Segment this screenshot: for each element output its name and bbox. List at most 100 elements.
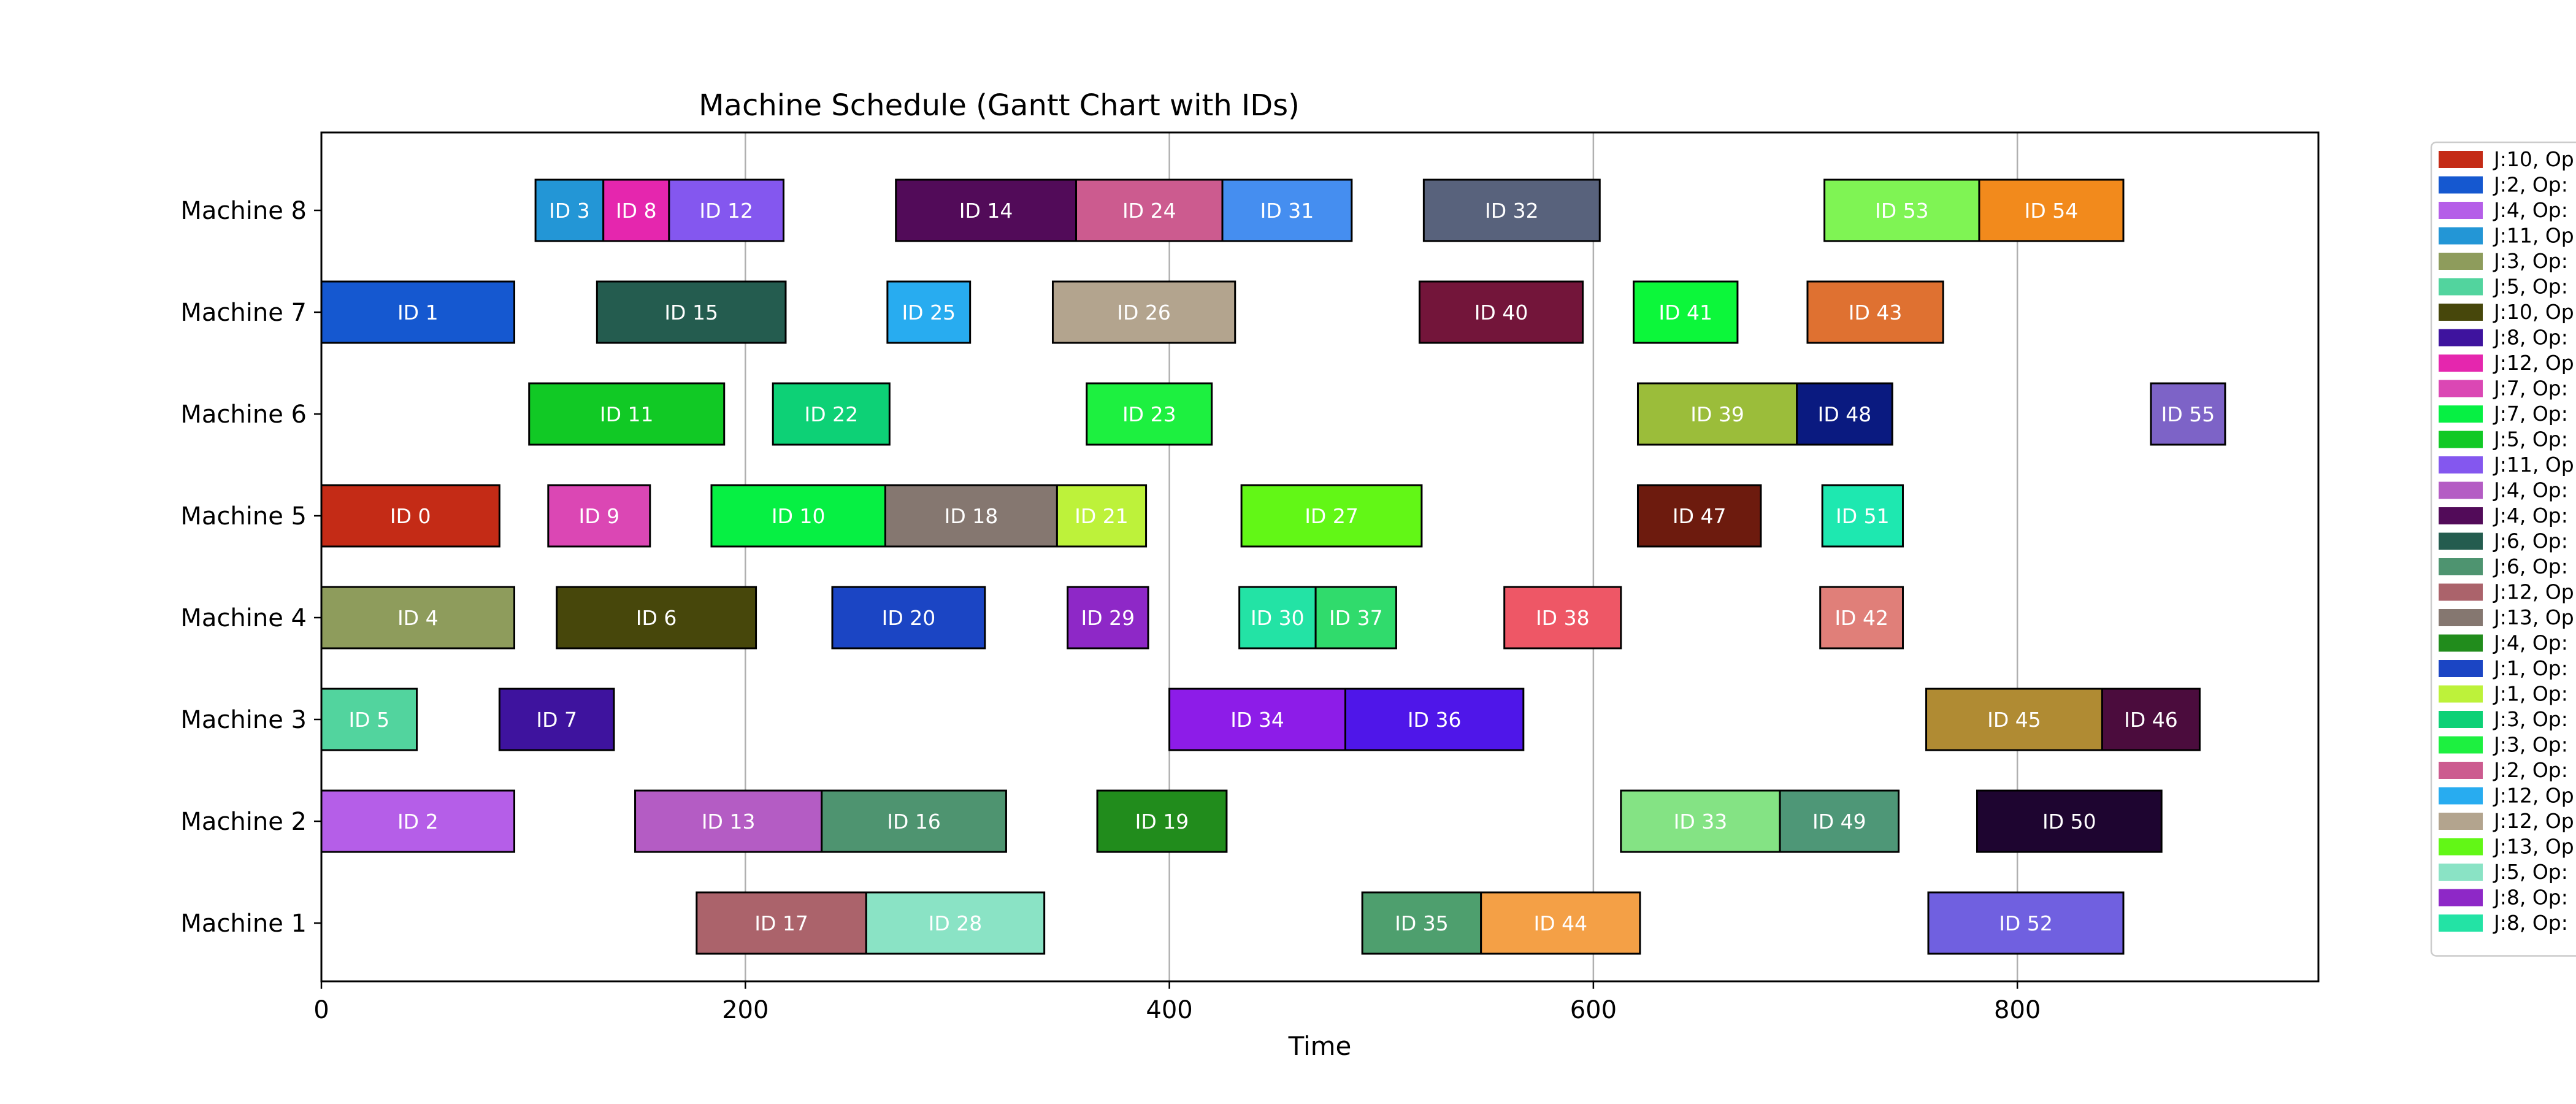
legend-swatch [2439, 635, 2483, 652]
task-bar-label: ID 34 [1230, 708, 1284, 732]
x-tick-label: 200 [722, 996, 769, 1024]
task-bar-label: ID 39 [1690, 402, 1744, 426]
task-bar-label: ID 32 [1485, 199, 1539, 223]
legend-label: J:12, Op [2493, 809, 2574, 833]
legend-label: J:10, Op [2493, 147, 2574, 171]
legend-label: J:5, Op: [2493, 275, 2568, 299]
task-bar-label: ID 18 [945, 504, 999, 528]
legend-label: J:6, Op: [2493, 554, 2568, 578]
legend-label: J:4, Op: [2493, 478, 2568, 502]
task-bar-label: ID 3 [549, 199, 590, 223]
task-bar-label: ID 14 [959, 199, 1013, 223]
task-bar-label: ID 12 [699, 199, 753, 223]
y-tick-label: Machine 6 [180, 401, 307, 429]
task-bar-label: ID 55 [2161, 402, 2215, 426]
legend-label: J:6, Op: [2493, 529, 2568, 553]
legend-label: J:11, Op [2493, 453, 2574, 477]
task-bar-label: ID 8 [616, 199, 657, 223]
task-bar-label: ID 42 [1834, 606, 1888, 630]
legend-swatch [2439, 533, 2483, 550]
x-tick-label: 800 [1994, 996, 2041, 1024]
task-bar-label: ID 28 [929, 911, 983, 935]
y-tick-label: Machine 8 [180, 197, 307, 225]
legend-swatch [2439, 660, 2483, 677]
task-bar-label: ID 26 [1117, 301, 1171, 324]
task-bar-label: ID 19 [1135, 810, 1189, 834]
legend-label: J:7, Op: [2493, 402, 2568, 426]
task-bar-label: ID 54 [2025, 199, 2079, 223]
legend-swatch [2439, 558, 2483, 575]
task-bar-label: ID 15 [664, 301, 718, 324]
legend-swatch [2439, 405, 2483, 423]
task-bar-label: ID 52 [1999, 911, 2053, 935]
task-bar-label: ID 21 [1075, 504, 1129, 528]
task-bar-label: ID 43 [1849, 301, 1903, 324]
legend-swatch [2439, 431, 2483, 448]
task-bar-label: ID 36 [1408, 708, 1462, 732]
task-bar-label: ID 44 [1533, 911, 1587, 935]
task-bar-label: ID 11 [600, 402, 654, 426]
legend-label: J:10, Op [2493, 300, 2574, 324]
task-bar-label: ID 40 [1474, 301, 1528, 324]
legend-label: J:12, Op [2493, 784, 2574, 808]
y-tick-label: Machine 2 [180, 808, 307, 836]
task-bar-label: ID 49 [1812, 810, 1866, 834]
task-bar-label: ID 16 [887, 810, 941, 834]
task-bar-label: ID 0 [390, 504, 431, 528]
legend-swatch [2439, 609, 2483, 626]
task-bar-label: ID 38 [1536, 606, 1590, 630]
legend-swatch [2439, 355, 2483, 372]
legend: J:10, OpJ:2, Op:J:4, Op:J:11, OpJ:3, Op:… [2431, 142, 2576, 956]
task-bar-label: ID 41 [1658, 301, 1712, 324]
legend-swatch [2439, 228, 2483, 245]
legend-swatch [2439, 278, 2483, 296]
legend-swatch [2439, 711, 2483, 728]
legend-label: J:8, Op: [2493, 911, 2568, 935]
task-bar-label: ID 24 [1122, 199, 1176, 223]
legend-label: J:1, Op: [2493, 656, 2568, 680]
legend-swatch [2439, 202, 2483, 219]
legend-swatch [2439, 838, 2483, 856]
legend-label: J:5, Op: [2493, 860, 2568, 884]
legend-label: J:4, Op: [2493, 504, 2568, 527]
y-tick-label: Machine 5 [180, 502, 307, 531]
legend-label: J:13, Op [2493, 605, 2574, 629]
task-bar-label: ID 37 [1329, 606, 1383, 630]
legend-swatch [2439, 788, 2483, 805]
task-bar-label: ID 5 [348, 708, 389, 732]
legend-label: J:13, Op [2493, 835, 2574, 859]
legend-label: J:5, Op: [2493, 427, 2568, 451]
legend-label: J:12, Op [2493, 580, 2574, 604]
task-bar-label: ID 10 [772, 504, 826, 528]
task-bar-label: ID 35 [1395, 911, 1449, 935]
legend-swatch [2439, 889, 2483, 907]
task-bar-label: ID 30 [1251, 606, 1305, 630]
task-bar-label: ID 31 [1260, 199, 1314, 223]
legend-swatch [2439, 584, 2483, 601]
y-tick-label: Machine 7 [180, 299, 307, 327]
y-tick-label: Machine 3 [180, 706, 307, 734]
chart-title: Machine Schedule (Gantt Chart with IDs) [699, 88, 1300, 123]
task-bar-label: ID 48 [1818, 402, 1872, 426]
legend-swatch [2439, 482, 2483, 499]
task-bar-label: ID 4 [397, 606, 439, 630]
x-tick-label: 600 [1570, 996, 1617, 1024]
task-bar-label: ID 6 [636, 606, 677, 630]
legend-label: J:8, Op: [2493, 886, 2568, 910]
legend-label: J:12, Op [2493, 351, 2574, 375]
task-bar-label: ID 20 [882, 606, 936, 630]
legend-swatch [2439, 151, 2483, 168]
legend-swatch [2439, 686, 2483, 703]
task-bar-label: ID 33 [1674, 810, 1728, 834]
legend-label: J:8, Op: [2493, 326, 2568, 350]
legend-swatch [2439, 762, 2483, 779]
legend-label: J:4, Op: [2493, 631, 2568, 655]
legend-swatch [2439, 864, 2483, 881]
legend-label: J:4, Op: [2493, 198, 2568, 222]
task-bar-label: ID 53 [1875, 199, 1929, 223]
legend-swatch [2439, 380, 2483, 397]
task-bar-label: ID 13 [702, 810, 756, 834]
legend-swatch [2439, 507, 2483, 524]
x-tick-label: 0 [313, 996, 329, 1024]
